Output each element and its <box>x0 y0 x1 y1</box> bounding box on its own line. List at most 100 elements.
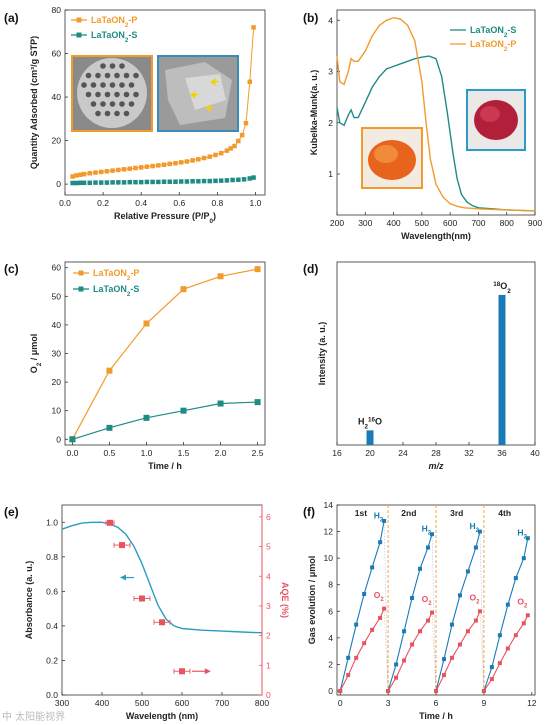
x-tick-label: 800 <box>500 218 514 228</box>
data-point <box>161 179 167 184</box>
y-tick-label: 0 <box>56 179 61 189</box>
reset-line <box>479 611 485 692</box>
data-point <box>116 180 121 185</box>
cycle-label: 2nd <box>401 508 416 518</box>
data-point <box>525 536 530 541</box>
data-point <box>386 689 391 694</box>
pore <box>109 63 116 69</box>
x-tick-label: 40 <box>530 448 540 458</box>
x-tick-label: 1.0 <box>250 198 262 208</box>
data-point <box>247 176 253 181</box>
pore <box>133 72 139 79</box>
y-tick-label: 4 <box>328 633 333 643</box>
pore <box>128 82 135 88</box>
pore <box>90 82 97 88</box>
spectrum-line <box>336 55 536 212</box>
data-point <box>505 646 510 651</box>
series-label: O2 <box>374 590 385 603</box>
y-tick-label: 60 <box>52 49 62 59</box>
pore <box>95 72 101 79</box>
data-point <box>121 180 127 185</box>
data-point <box>473 545 478 550</box>
pore <box>100 101 106 107</box>
y-tick-label: 0.6 <box>46 586 58 596</box>
y-tick-label-right: 4 <box>266 571 271 581</box>
powder-highlight <box>480 106 500 122</box>
data-point <box>362 592 367 597</box>
pore <box>95 110 101 117</box>
series-line <box>435 531 481 692</box>
x-tick-label: 800 <box>255 698 269 708</box>
y-axis-label: O2 / μmol <box>29 334 43 374</box>
data-point <box>521 556 526 561</box>
data-point <box>465 629 470 634</box>
series-line <box>339 608 385 692</box>
y-tick-label: 2 <box>328 659 333 669</box>
pore <box>123 110 130 117</box>
y-tick-label: 20 <box>52 377 62 387</box>
data-point <box>106 367 113 374</box>
series-label: O2 <box>470 593 481 606</box>
pore <box>90 101 97 107</box>
data-point <box>394 662 399 667</box>
data-point <box>449 655 454 660</box>
data-point <box>354 655 359 660</box>
data-point <box>251 175 256 180</box>
data-point <box>133 179 138 185</box>
series-label: H2 <box>470 521 480 534</box>
data-point <box>489 665 494 670</box>
data-point <box>138 179 144 185</box>
y-tick-label-right: 6 <box>266 512 271 522</box>
x-tick-label: 300 <box>358 218 372 228</box>
data-point <box>497 661 502 666</box>
x-tick-label: 0.2 <box>97 198 109 208</box>
x-tick-label: 400 <box>95 698 109 708</box>
data-point <box>70 180 75 186</box>
data-point <box>434 689 438 694</box>
data-point <box>378 540 383 545</box>
x-axis-label: Time / h <box>148 461 182 471</box>
data-point <box>201 178 207 184</box>
y-tick-label: 1.0 <box>46 517 58 527</box>
legend-label: LaTaON2-S <box>470 25 516 39</box>
y-axis-label-right: AQE (%) <box>280 582 290 618</box>
data-point <box>207 178 213 184</box>
data-point <box>69 436 76 443</box>
data-point <box>362 641 367 646</box>
data-point <box>110 180 115 185</box>
pore <box>109 101 116 107</box>
data-point <box>441 657 446 662</box>
pore <box>114 72 120 79</box>
data-point <box>402 629 407 634</box>
panel-a: 0.0 0.2 0.4 0.6 0.8 1.0 0 20 40 60 80 Relative Pres… <box>29 5 266 225</box>
data-point <box>77 180 83 186</box>
data-point <box>104 180 110 185</box>
arrow-right-icon <box>204 668 211 675</box>
data-point <box>230 177 235 183</box>
data-point <box>370 627 375 632</box>
y-axis-label: Absorbance (a. u.) <box>24 561 34 640</box>
x-tick-label: 1.0 <box>141 448 153 458</box>
panel-label: (d) <box>303 262 318 276</box>
x-tick-label: 36 <box>497 448 507 458</box>
data-point <box>180 407 187 414</box>
cycle-label: 3rd <box>450 508 463 518</box>
y-tick-label: 40 <box>52 320 62 330</box>
x-tick-label: 24 <box>398 448 408 458</box>
pore <box>123 91 130 98</box>
pore <box>123 72 130 79</box>
aqe-point <box>107 519 113 526</box>
panel-label: (b) <box>303 11 318 25</box>
x-tick-label: 500 <box>415 218 429 228</box>
plot-frame <box>64 9 266 196</box>
legend-label: LaTaON2-P <box>91 15 137 29</box>
x-tick-label: 700 <box>471 218 485 228</box>
data-point <box>213 178 218 184</box>
data-point <box>218 178 224 183</box>
data-point <box>426 618 431 623</box>
x-tick-label: 600 <box>175 698 189 708</box>
legend-label: LaTaON2-P <box>93 268 139 282</box>
aqe-point <box>119 542 125 549</box>
data-point <box>87 180 93 186</box>
y-axis-label: Intensity (a. u.) <box>317 322 327 386</box>
